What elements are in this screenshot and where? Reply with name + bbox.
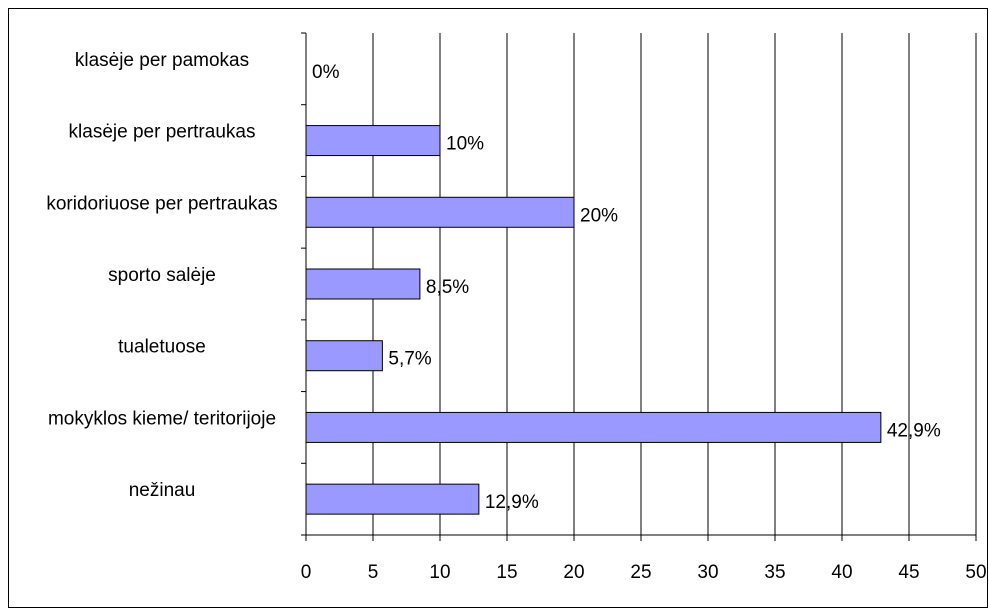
x-tick-label: 0	[301, 562, 312, 583]
chart-border	[8, 8, 988, 608]
y-tick-label: mokyklos kieme/ teritorijoje	[48, 408, 276, 429]
bar	[305, 268, 421, 300]
bar	[305, 340, 383, 372]
value-label: 5,7%	[388, 349, 431, 370]
value-label: 10%	[446, 134, 484, 155]
y-tick-label: klasėje per pertraukas	[69, 122, 256, 143]
y-tick-label: sporto salėje	[108, 265, 216, 286]
bar	[305, 411, 882, 443]
x-tick-label: 15	[496, 562, 517, 583]
x-tick-label: 45	[898, 562, 919, 583]
value-label: 20%	[580, 205, 618, 226]
x-tick-label: 35	[764, 562, 785, 583]
bar	[305, 125, 441, 157]
value-label: 12,9%	[485, 492, 539, 513]
x-tick-label: 5	[368, 562, 379, 583]
value-label: 8,5%	[426, 277, 469, 298]
x-tick-label: 50	[965, 562, 986, 583]
value-label: 0%	[312, 62, 340, 83]
bar	[305, 196, 575, 228]
y-tick-label: koridoriuose per pertraukas	[46, 193, 277, 214]
x-tick-label: 10	[429, 562, 450, 583]
bar	[305, 483, 480, 515]
value-label: 42,9%	[887, 420, 941, 441]
x-tick-label: 30	[697, 562, 718, 583]
x-tick-label: 25	[630, 562, 651, 583]
x-tick-label: 20	[563, 562, 584, 583]
x-tick-label: 40	[831, 562, 852, 583]
y-tick-label: nežinau	[129, 480, 196, 501]
y-tick-label: klasėje per pamokas	[75, 50, 249, 71]
y-tick-label: tualetuose	[118, 337, 206, 358]
